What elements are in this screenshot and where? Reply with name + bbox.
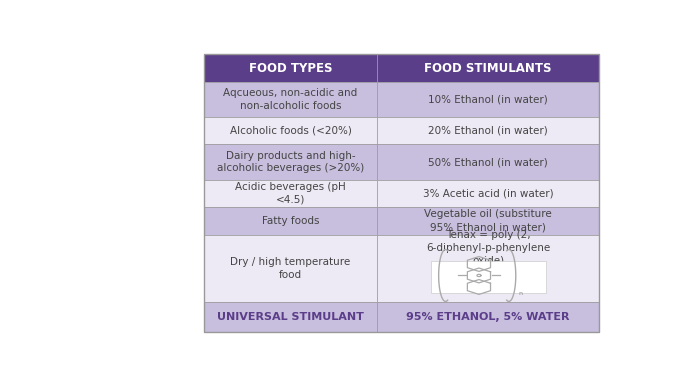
Bar (203, 180, 377, 207)
Bar (377, 82, 599, 117)
Text: Dairy products and high-
alcoholic beverages (>20%): Dairy products and high- alcoholic bever… (217, 150, 364, 173)
Text: Fatty foods: Fatty foods (262, 216, 320, 226)
Bar (203, 207, 377, 234)
Text: 3% Acetic acid (in water): 3% Acetic acid (in water) (423, 188, 554, 198)
Text: 95% ETHANOL, 5% WATER: 95% ETHANOL, 5% WATER (407, 312, 570, 322)
Bar (377, 180, 599, 207)
Bar (203, 144, 377, 180)
Text: Tenax = poly (2,
6-diphenyl-p-phenylene
oxide): Tenax = poly (2, 6-diphenyl-p-phenylene … (426, 230, 550, 266)
Bar (203, 82, 377, 117)
Bar (377, 302, 599, 332)
Bar (377, 234, 599, 302)
Text: FOOD TYPES: FOOD TYPES (249, 62, 333, 74)
Text: n: n (518, 291, 522, 296)
Bar (203, 54, 377, 82)
Text: UNIVERSAL STIMULANT: UNIVERSAL STIMULANT (217, 312, 364, 322)
Text: FOOD STIMULANTS: FOOD STIMULANTS (424, 62, 552, 74)
Bar (430, 261, 546, 293)
Text: Alcoholic foods (<20%): Alcoholic foods (<20%) (230, 126, 352, 136)
Text: Acidic beverages (pH
<4.5): Acidic beverages (pH <4.5) (235, 182, 346, 205)
Bar (203, 117, 377, 144)
Bar (203, 302, 377, 332)
Bar (377, 207, 599, 234)
Bar (377, 54, 599, 82)
Bar (377, 117, 599, 144)
Text: Aqcueous, non-acidic and
non-alcoholic foods: Aqcueous, non-acidic and non-alcoholic f… (224, 88, 358, 111)
Bar (203, 54, 599, 332)
Text: Dry / high temperature
food: Dry / high temperature food (231, 257, 351, 280)
Bar (203, 234, 377, 302)
Text: 10% Ethanol (in water): 10% Ethanol (in water) (428, 95, 548, 105)
Text: 20% Ethanol (in water): 20% Ethanol (in water) (428, 126, 548, 136)
Text: 50% Ethanol (in water): 50% Ethanol (in water) (428, 157, 548, 167)
Text: Vegetable oil (substiture
95% Ethanol in water): Vegetable oil (substiture 95% Ethanol in… (424, 209, 552, 232)
Bar (377, 144, 599, 180)
